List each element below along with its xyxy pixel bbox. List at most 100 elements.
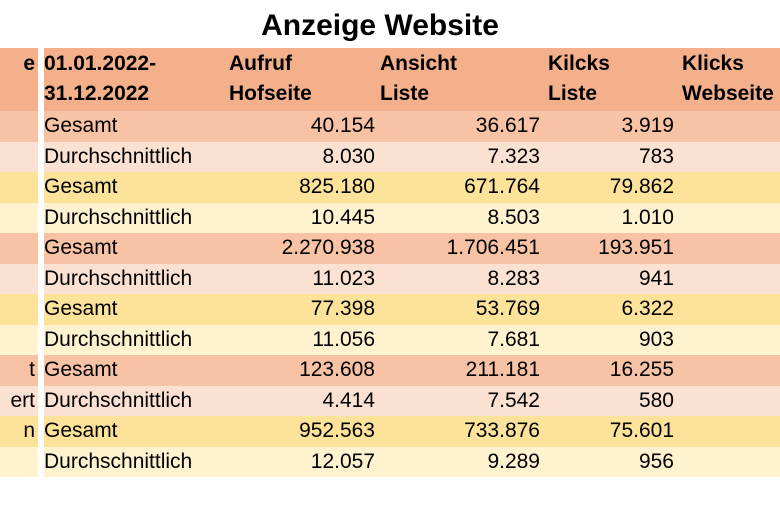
column-gap: [38, 233, 44, 264]
klicks-value: [682, 203, 780, 234]
header-klicks-line2: Webseite: [682, 82, 774, 105]
row-label: Durchschnittlich: [44, 327, 193, 351]
row-group-label: [0, 233, 38, 264]
kilcks-value: 6.322: [621, 297, 674, 320]
header-ansicht: Ansicht Liste: [380, 48, 540, 111]
ansicht-value: 7.681: [487, 327, 540, 351]
column-gap: [38, 111, 44, 142]
aufruf-value: 11.056: [312, 327, 375, 351]
table-row: Gesamt 77.398 53.769 6.322: [0, 294, 780, 325]
kilcks-value: 580: [638, 388, 674, 412]
ansicht-value: 8.503: [487, 205, 540, 229]
table-row: ert Durchschnittlich 4.414 7.542 580: [0, 385, 780, 417]
column-gap: [38, 202, 44, 233]
header-kilcks-line1: Kilcks: [548, 52, 610, 75]
klicks-value: [682, 386, 780, 417]
table-body: Gesamt 40.154 36.617 3.919 Durchschnittlich 8…: [0, 111, 780, 477]
klicks-value: [682, 294, 780, 325]
column-gap: [38, 48, 44, 111]
aufruf-value: 825.180: [299, 175, 375, 198]
table-row: Gesamt 2.270.938 1.706.451 193.951: [0, 233, 780, 264]
kilcks-value: 75.601: [609, 419, 674, 442]
aufruf-value: 2.270.938: [281, 236, 375, 259]
ansicht-value: 1.706.451: [446, 236, 540, 259]
klicks-value: [682, 233, 780, 264]
row-group-label: [0, 325, 38, 356]
column-gap: [38, 385, 44, 416]
klicks-value: [682, 142, 780, 173]
aufruf-value: 12.057: [310, 449, 375, 473]
row-label: Durchschnittlich: [44, 266, 193, 290]
aufruf-value: 8.030: [322, 144, 375, 168]
header-period: 01.01.2022- 31.12.2022: [44, 48, 229, 111]
table-row: Durchschnittlich 8.030 7.323 783: [0, 141, 780, 173]
kilcks-value: 193.951: [598, 236, 674, 259]
table-row: Durchschnittlich 10.445 8.503 1.010: [0, 202, 780, 234]
header-period-line1: 01.01.2022-: [44, 52, 157, 75]
column-gap: [38, 324, 44, 355]
kilcks-value: 903: [638, 327, 674, 351]
row-label: Durchschnittlich: [44, 449, 193, 473]
header-aufruf-line1: Aufruf: [229, 52, 292, 75]
ansicht-value: 36.617: [475, 114, 540, 137]
header-ansicht-line1: Ansicht: [380, 52, 458, 75]
column-gap: [38, 141, 44, 172]
row-label: Gesamt: [44, 236, 118, 259]
header-klicks-line1: Klicks: [682, 52, 744, 75]
aufruf-value: 123.608: [299, 358, 375, 381]
header-aufruf: Aufruf Hofseite: [229, 48, 375, 111]
kilcks-value: 956: [638, 449, 674, 473]
ansicht-value: 7.542: [487, 388, 540, 412]
aufruf-value: 11.023: [312, 266, 375, 290]
row-label: Durchschnittlich: [44, 388, 193, 412]
header-period-line2: 31.12.2022: [44, 82, 150, 105]
ansicht-value: 671.764: [464, 175, 540, 198]
header-klicks: Klicks Webseite: [682, 48, 780, 111]
ansicht-value: 8.283: [487, 266, 540, 290]
row-group-label: [0, 111, 38, 142]
row-label: Gesamt: [44, 114, 118, 137]
aufruf-value: 40.154: [310, 114, 375, 137]
klicks-value: [682, 172, 780, 203]
row-label: Durchschnittlich: [44, 205, 193, 229]
header-kilcks-line2: Liste: [548, 82, 598, 105]
header-col0: e: [23, 52, 35, 75]
klicks-value: [682, 325, 780, 356]
table-row: n Gesamt 952.563 733.876 75.601: [0, 416, 780, 447]
row-group-label: [0, 203, 38, 234]
ansicht-value: 7.323: [487, 144, 540, 168]
aufruf-value: 10.445: [310, 205, 375, 229]
ansicht-value: 733.876: [464, 419, 540, 442]
table-header-row: e 01.01.2022- 31.12.2022 Aufruf Hofseite…: [0, 48, 780, 111]
header-ansicht-line2: Liste: [380, 82, 430, 105]
row-group-label: [0, 172, 38, 203]
row-label: Gesamt: [44, 358, 118, 381]
row-label: Durchschnittlich: [44, 144, 193, 168]
kilcks-value: 783: [638, 144, 674, 168]
row-group-label: [0, 142, 38, 173]
kilcks-value: 79.862: [609, 175, 674, 198]
ansicht-value: 53.769: [475, 297, 540, 320]
data-table: e 01.01.2022- 31.12.2022 Aufruf Hofseite…: [0, 48, 780, 477]
table-row: t Gesamt 123.608 211.181 16.255: [0, 355, 780, 386]
ansicht-value: 211.181: [465, 358, 540, 381]
column-gap: [38, 294, 44, 325]
table-row: Durchschnittlich 11.023 8.283 941: [0, 263, 780, 295]
row-label: Gesamt: [44, 297, 118, 320]
row-group-label: [0, 264, 38, 295]
klicks-value: [682, 355, 780, 386]
row-group-label: n: [23, 419, 35, 442]
aufruf-value: 4.414: [322, 388, 375, 412]
kilcks-value: 941: [638, 266, 674, 290]
row-group-label: [0, 447, 38, 478]
aufruf-value: 77.398: [310, 297, 375, 320]
column-gap: [38, 263, 44, 294]
aufruf-value: 952.563: [299, 419, 375, 442]
klicks-value: [682, 264, 780, 295]
column-gap: [38, 416, 44, 447]
table-row: Durchschnittlich 12.057 9.289 956: [0, 446, 780, 478]
klicks-value: [682, 416, 780, 447]
kilcks-value: 3.919: [621, 114, 674, 137]
table-row: Gesamt 40.154 36.617 3.919: [0, 111, 780, 142]
header-kilcks: Kilcks Liste: [548, 48, 674, 111]
